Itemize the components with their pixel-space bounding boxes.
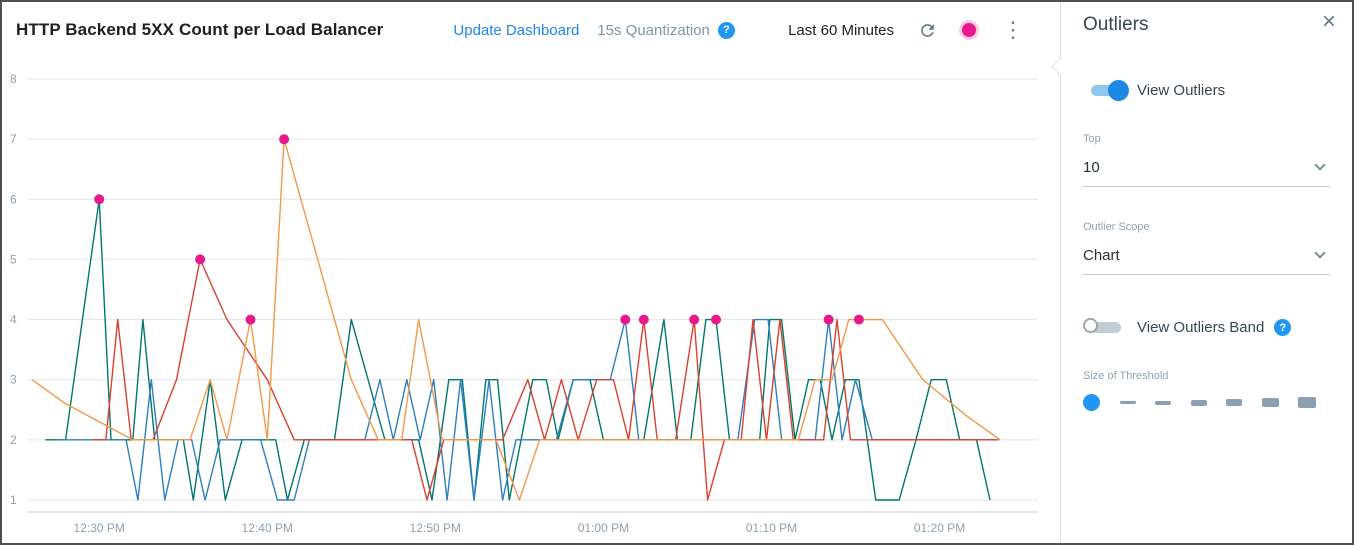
y-tick-label: 5 — [10, 252, 17, 266]
chart-header: HTTP Backend 5XX Count per Load Balancer… — [2, 2, 1060, 58]
x-tick-label: 12:50 PM — [410, 521, 461, 535]
x-tick-label: 01:20 PM — [914, 521, 965, 535]
series-4-orange[interactable] — [31, 138, 1001, 501]
outlier-dot[interactable] — [620, 314, 631, 325]
outlier-dot[interactable] — [823, 314, 834, 325]
outlier-dot[interactable] — [195, 254, 206, 265]
outlier-dot[interactable] — [245, 314, 256, 325]
outlier-dot[interactable] — [638, 314, 649, 325]
outlier-dot[interactable] — [711, 314, 721, 325]
threshold-size-option[interactable] — [1155, 400, 1171, 405]
view-outliers-row: View Outliers — [1083, 80, 1330, 101]
view-outliers-label: View Outliers — [1137, 82, 1226, 99]
refresh-icon[interactable] — [918, 20, 938, 40]
line-chart[interactable]: 1 2 3 4 5 6 7 8 12:30 PM 12:40 PM 12:50 PM 01:00 PM… — [2, 60, 1046, 540]
threshold-options — [1083, 394, 1330, 411]
y-tick-label: 7 — [10, 132, 17, 146]
series-1-teal[interactable] — [45, 198, 991, 501]
band-help-icon[interactable]: ? — [1274, 319, 1292, 336]
y-tick-label: 6 — [10, 192, 17, 206]
outlier-scope-value: Chart — [1083, 247, 1120, 264]
series-3-red[interactable] — [92, 258, 999, 501]
top-label: Top — [1083, 133, 1101, 145]
quantization-help-icon[interactable]: ? — [717, 21, 735, 39]
view-outliers-band-label: View Outliers Band — [1137, 319, 1265, 336]
outlier-scope-select[interactable]: Chart — [1083, 243, 1330, 275]
update-dashboard-link[interactable]: Update Dashboard — [453, 21, 580, 39]
top-select[interactable]: 10 — [1083, 155, 1330, 187]
y-tick-label: 1 — [10, 493, 17, 507]
y-tick-label: 4 — [10, 313, 17, 327]
view-outliers-band-toggle[interactable] — [1083, 318, 1121, 333]
top-select-value: 10 — [1083, 159, 1100, 176]
threshold-size-option[interactable] — [1190, 399, 1207, 406]
outliers-panel: Outliers × View Outliers Top 10 Outlier … — [1051, 2, 1352, 543]
series-2-blue[interactable] — [58, 318, 994, 501]
chart-card: HTTP Backend 5XX Count per Load Balancer… — [2, 2, 1060, 543]
outlier-dot[interactable] — [94, 194, 105, 205]
chevron-down-icon — [1314, 158, 1326, 171]
outlier-dot[interactable] — [279, 134, 290, 145]
close-icon[interactable]: × — [1321, 8, 1336, 35]
size-of-threshold-label: Size of Threshold — [1083, 370, 1169, 382]
quantization-label: 15s Quantization — [597, 21, 710, 39]
threshold-selected-dot[interactable] — [1083, 394, 1100, 411]
view-outliers-toggle[interactable] — [1091, 80, 1129, 101]
outlier-scope-label: Outlier Scope — [1083, 221, 1150, 233]
toggle-knob — [1108, 80, 1129, 101]
time-range-selector[interactable]: Last 60 Minutes — [788, 21, 894, 39]
x-tick-label: 01:10 PM — [746, 521, 797, 535]
threshold-size-option[interactable] — [1119, 401, 1136, 404]
view-outliers-band-row: View Outliers Band ? — [1083, 318, 1330, 336]
chart-title: HTTP Backend 5XX Count per Load Balancer — [16, 20, 384, 39]
threshold-size-option[interactable] — [1261, 398, 1279, 407]
x-tick-label: 12:40 PM — [242, 521, 293, 535]
outlier-dot[interactable] — [689, 314, 700, 325]
outlier-dot[interactable] — [853, 314, 864, 325]
chevron-down-icon — [1314, 246, 1326, 259]
outlier-indicator-icon[interactable] — [962, 23, 976, 37]
threshold-size-option[interactable] — [1226, 399, 1242, 406]
x-tick-label: 12:30 PM — [74, 521, 125, 535]
threshold-size-option[interactable] — [1298, 397, 1316, 408]
y-tick-label: 8 — [10, 72, 17, 86]
panel-title: Outliers — [1083, 14, 1149, 35]
y-tick-label: 2 — [10, 433, 17, 447]
toggle-knob — [1083, 318, 1098, 333]
y-tick-label: 3 — [10, 373, 17, 387]
x-tick-label: 01:00 PM — [578, 521, 629, 535]
kebab-menu-icon[interactable]: ⋮ — [1002, 17, 1024, 42]
